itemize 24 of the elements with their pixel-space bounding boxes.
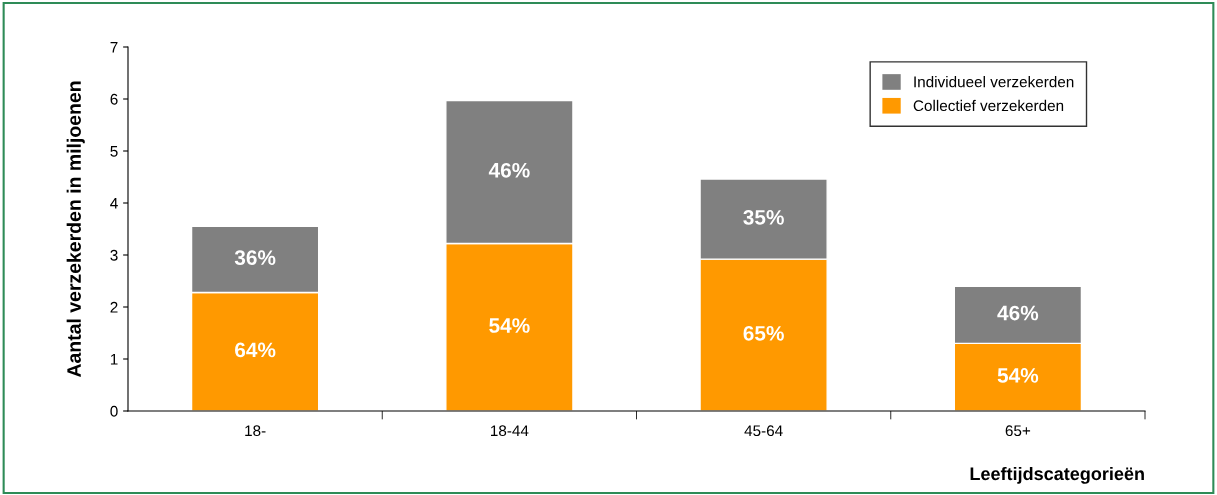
annotation: 64%: [235, 342, 276, 358]
y-axis-title: Aantal verzekerden in miljoenen: [66, 81, 85, 378]
annotation: 46%: [997, 305, 1039, 321]
annotation: 46%: [488, 162, 530, 178]
y-tick-label: 0: [110, 405, 118, 417]
y-tick-label: 5: [110, 146, 118, 157]
x-axis-title: Leeftijdscategorieën: [970, 466, 1144, 484]
legend-label: Collectief verzekerden: [913, 99, 1064, 112]
y-tick-label: 7: [110, 42, 118, 53]
x-tick-label: 18-44: [491, 425, 529, 437]
y-tick-label: 6: [110, 93, 118, 105]
legend-label: Individueel verzekerden: [914, 76, 1074, 88]
annotation: 65%: [743, 325, 784, 341]
y-tick-label: 2: [110, 301, 118, 313]
annotation: 54%: [489, 318, 530, 333]
y-tick-label: 3: [110, 249, 118, 261]
x-tick-label: 45-64: [744, 425, 783, 437]
x-tick-label: 65+: [1005, 425, 1031, 437]
annotation: 54%: [997, 368, 1039, 383]
y-tick-label: 1: [110, 354, 118, 365]
annotation: 35%: [743, 209, 784, 225]
x-tick-label: 18-: [245, 425, 266, 437]
annotation: 36%: [234, 250, 276, 266]
y-tick-label: 4: [110, 198, 118, 209]
